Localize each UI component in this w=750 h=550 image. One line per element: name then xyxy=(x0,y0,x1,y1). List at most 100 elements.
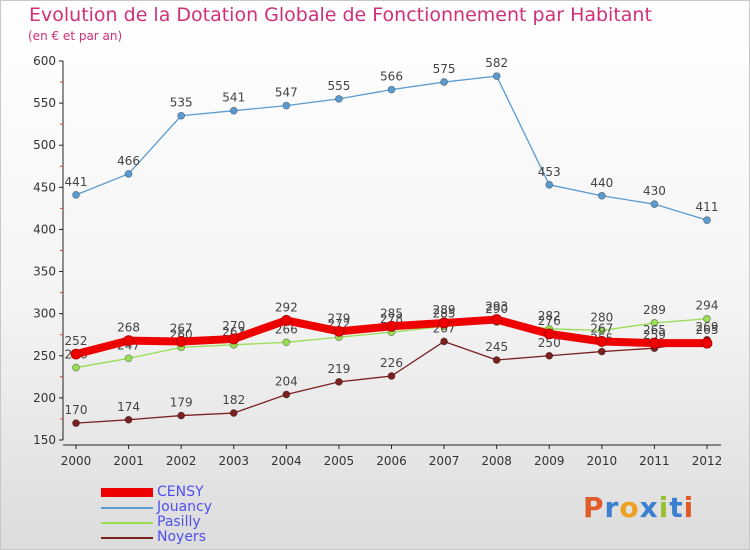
data-label-noyers: 226 xyxy=(380,356,403,370)
data-label-jouancy: 582 xyxy=(485,56,508,70)
x-tick-label: 2012 xyxy=(692,454,723,468)
data-point-noyers xyxy=(387,372,396,380)
data-label-censy: 285 xyxy=(380,306,403,320)
y-tick-label: 300 xyxy=(33,307,56,321)
x-tick-label: 2010 xyxy=(587,454,618,468)
x-tick-label: 2006 xyxy=(376,454,407,468)
data-label-censy: 292 xyxy=(275,300,298,314)
data-point-censy xyxy=(228,333,240,345)
data-label-pasilly: 282 xyxy=(538,309,561,323)
legend-label: Jouancy xyxy=(157,499,213,515)
data-label-noyers: 259 xyxy=(643,328,666,342)
data-label-jouancy: 441 xyxy=(65,175,88,189)
data-point-jouancy xyxy=(545,180,554,189)
data-point-censy xyxy=(438,317,450,329)
logo-letter: o xyxy=(619,491,640,524)
data-point-jouancy xyxy=(387,85,396,94)
data-point-noyers xyxy=(282,390,291,399)
x-tick-label: 2003 xyxy=(218,454,249,468)
chart-subtitle: (en € et par an) xyxy=(28,29,123,43)
data-point-pasilly xyxy=(72,363,80,372)
data-label-jouancy: 541 xyxy=(222,91,245,105)
data-label-noyers: 219 xyxy=(327,362,350,376)
data-point-censy xyxy=(386,320,397,332)
legend-swatch xyxy=(101,522,153,524)
legend-label: Pasilly xyxy=(157,514,201,530)
data-label-censy: 267 xyxy=(590,321,613,335)
data-point-pasilly xyxy=(124,354,133,363)
data-point-noyers xyxy=(72,419,80,428)
y-tick-label: 400 xyxy=(33,222,56,236)
logo-letter: i xyxy=(658,491,670,524)
x-tick-label: 2008 xyxy=(481,454,512,468)
data-label-noyers: 179 xyxy=(170,396,193,410)
data-label-censy: 268 xyxy=(117,321,140,335)
data-label-censy: 270 xyxy=(222,319,245,333)
data-label-jouancy: 430 xyxy=(643,184,666,198)
series-line-noyers xyxy=(75,339,708,424)
data-point-noyers xyxy=(597,347,606,356)
data-point-censy xyxy=(123,335,134,347)
data-label-noyers: 269 xyxy=(696,320,719,334)
y-tick-label: 550 xyxy=(33,96,56,110)
data-label-censy: 267 xyxy=(170,321,193,335)
data-point-noyers xyxy=(335,377,343,386)
data-label-censy: 289 xyxy=(433,303,456,317)
data-label-censy: 276 xyxy=(538,314,561,328)
y-tick-label: 450 xyxy=(33,180,56,194)
y-tick-label: 250 xyxy=(33,349,56,363)
data-point-noyers xyxy=(545,351,554,360)
x-tick-label: 2007 xyxy=(429,454,460,468)
data-point-jouancy xyxy=(229,106,238,115)
y-tick-label: 500 xyxy=(33,138,56,152)
data-point-pasilly xyxy=(650,319,659,327)
data-point-censy xyxy=(543,328,555,340)
x-tick-label: 2001 xyxy=(113,454,144,468)
data-label-jouancy: 411 xyxy=(696,200,719,214)
data-point-noyers xyxy=(229,409,238,417)
logo-letter: t xyxy=(669,491,684,524)
x-tick-label: 2005 xyxy=(324,454,355,468)
data-point-jouancy xyxy=(282,101,291,110)
data-point-jouancy xyxy=(703,216,711,225)
data-point-noyers xyxy=(177,411,186,420)
x-tick-label: 2004 xyxy=(271,454,302,468)
data-label-pasilly: 294 xyxy=(696,299,719,313)
legend-label: Noyers xyxy=(157,529,206,545)
data-label-noyers: 174 xyxy=(117,400,140,414)
data-point-jouancy xyxy=(72,191,80,199)
data-label-noyers: 170 xyxy=(65,403,88,417)
logo-letter: i xyxy=(683,491,695,524)
x-tick-label: 2009 xyxy=(534,454,565,468)
y-tick-label: 600 xyxy=(33,54,56,68)
data-point-jouancy xyxy=(440,78,448,86)
data-label-jouancy: 440 xyxy=(590,176,613,190)
data-point-noyers xyxy=(124,415,133,424)
data-label-censy: 293 xyxy=(485,300,508,314)
data-label-jouancy: 566 xyxy=(380,70,403,84)
data-label-censy: 265 xyxy=(696,323,719,337)
data-label-censy: 279 xyxy=(327,311,350,325)
data-label-pasilly: 280 xyxy=(590,311,613,325)
data-label-noyers: 182 xyxy=(222,393,245,407)
data-point-jouancy xyxy=(335,95,343,103)
data-point-jouancy xyxy=(650,200,659,209)
series-noyers: 170174179182204219226267245250255259269 xyxy=(65,320,719,428)
data-point-censy xyxy=(701,337,713,349)
data-label-jouancy: 575 xyxy=(433,62,456,76)
logo-letter: P xyxy=(583,491,605,524)
data-point-censy xyxy=(175,336,187,347)
data-point-jouancy xyxy=(492,72,501,81)
proxiti-logo: Proxiti xyxy=(583,491,694,524)
data-point-censy xyxy=(491,314,503,325)
data-point-censy xyxy=(333,325,345,337)
data-point-pasilly xyxy=(703,314,711,323)
y-tick-label: 350 xyxy=(33,265,56,279)
data-label-jouancy: 535 xyxy=(170,96,193,110)
data-label-noyers: 245 xyxy=(485,340,508,354)
legend-swatch xyxy=(101,507,153,509)
series-jouancy: 441 466 535 541 547 555 566 575 582 453 440 430 411 xyxy=(65,56,719,225)
